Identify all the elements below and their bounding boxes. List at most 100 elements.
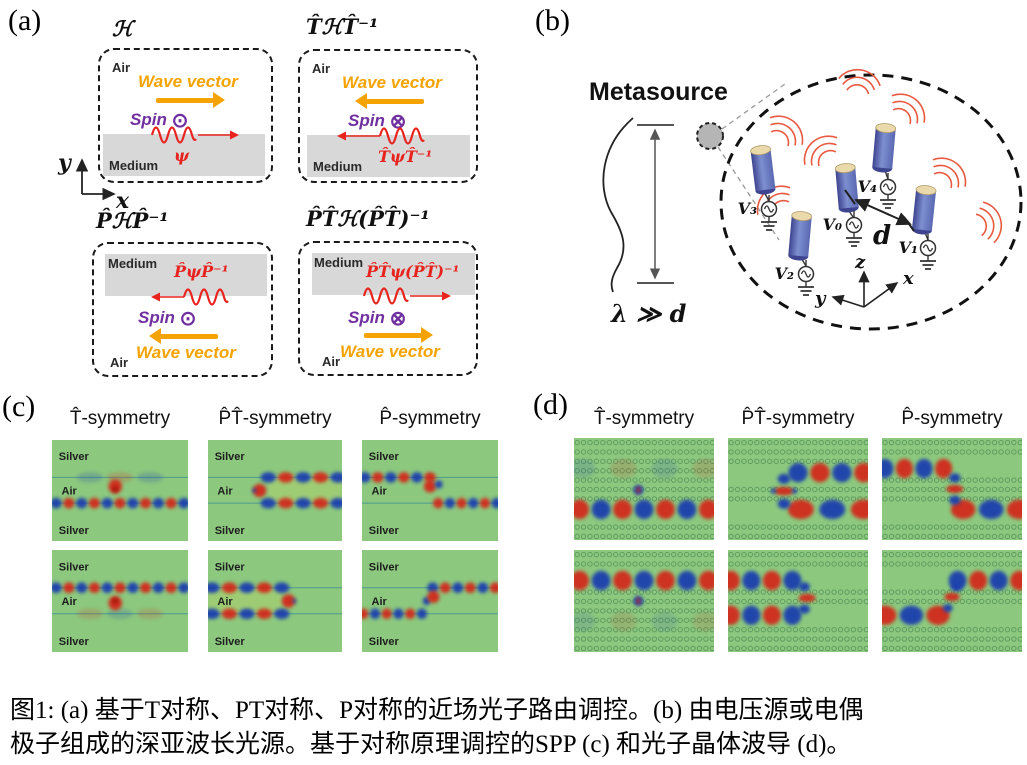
dipole-v0: V₀ <box>823 162 863 247</box>
medium-band <box>312 253 475 295</box>
radiation-arcs-icon <box>972 198 1007 247</box>
box-title-hamiltonian: ℋ <box>112 16 133 41</box>
panel-a-label: (a) <box>8 4 42 37</box>
header-t-symmetry: T̂-symmetry <box>69 408 171 429</box>
svg-text:Air: Air <box>217 596 233 608</box>
wave-vector-label: Wave vector <box>340 342 440 361</box>
field-wave-left-icon <box>337 127 425 145</box>
svg-text:Air: Air <box>217 486 233 498</box>
radiation-arcs-icon <box>796 127 845 174</box>
field-label: ψ <box>174 146 190 165</box>
wave-vector-arrow-right <box>364 327 433 342</box>
spp-simulation-t-forward: Silver Air Silver <box>50 440 190 541</box>
spin-label: Spin ⊙ <box>130 110 189 132</box>
box-title-p-transformed: P̂ℋP̂⁻¹ <box>96 208 169 233</box>
medium-region-label: Medium <box>108 256 158 271</box>
spp-simulation-pt-reverse: Silver Air Silver <box>204 550 342 652</box>
wave-vector-label: Wave vector <box>138 72 238 91</box>
symmetry-box-h: Air Wave vector Spin ⊙ ψ Medium <box>98 48 273 183</box>
medium-region-label: Medium <box>313 159 363 174</box>
distance-arrow <box>854 198 912 226</box>
svg-text:Silver: Silver <box>369 451 400 463</box>
spin-out-of-plane-icon: ⊙ <box>171 110 189 132</box>
panel-b-label: (b) <box>535 4 570 37</box>
voltage-source-label: V₃ <box>738 199 757 218</box>
medium-band <box>105 254 267 296</box>
dipole-v1: V₁ <box>899 184 937 270</box>
radiation-arcs-icon <box>836 65 884 97</box>
photonic-crystal-simulation-pt-forward <box>728 438 877 540</box>
wavelength-ticks <box>637 124 674 284</box>
photonic-crystal-simulation-t-forward <box>569 438 719 540</box>
metasource-zoom-circle <box>719 73 1023 331</box>
source-dot-icon <box>696 122 724 150</box>
metasource-diagram: Metasource λ ≫ d V₃ V <box>589 65 1023 331</box>
dipole-v4: V₄ <box>858 122 897 209</box>
radiation-arcs-icon <box>762 107 811 154</box>
air-region-label: Air <box>312 61 331 76</box>
xyz-axes-icon: z x y <box>814 252 914 309</box>
medium-band <box>307 135 470 177</box>
symmetry-box-pth: Medium P̂T̂ψ(P̂T̂)⁻¹ Spin ⊗ Wave vector … <box>298 241 478 376</box>
field-label: T̂ψT̂⁻¹ <box>378 147 433 166</box>
header-p-symmetry: P̂-symmetry <box>379 408 481 429</box>
medium-region-label: Medium <box>314 255 364 270</box>
spin-out-of-plane-icon: ⊙ <box>179 308 197 330</box>
radiation-arcs-icon <box>884 85 933 132</box>
symmetry-box-tht: Air Wave vector Spin ⊗ T̂ψT̂⁻¹ Medium <box>298 49 478 183</box>
wave-vector-arrow-left <box>355 93 424 108</box>
spp-simulation-p-reverse: Silver Air Silver <box>358 550 501 652</box>
dipole-v2: V₂ <box>775 210 815 296</box>
figure-caption-line-2: 极子组成的深亚波长光源。基于对称原理调控的SPP (c) 和光子晶体波导 (d)… <box>10 731 852 758</box>
svg-text:Silver: Silver <box>369 636 400 648</box>
field-wave-right-icon <box>362 287 451 305</box>
photonic-crystal-simulation-p-reverse <box>873 550 1027 652</box>
svg-text:Silver: Silver <box>59 561 90 573</box>
spin-into-plane-icon: ⊗ <box>389 111 407 133</box>
svg-text:Air: Air <box>62 596 78 608</box>
figure-caption-line-1: 图1: (a) 基于T对称、PT对称、P对称的近场光子路由调控。(b) 由电压源… <box>10 697 864 724</box>
svg-text:Silver: Silver <box>215 525 246 537</box>
svg-text:Silver: Silver <box>59 636 90 648</box>
header-t-symmetry: T̂-symmetry <box>593 408 695 429</box>
y-axis-label: y <box>57 150 73 176</box>
xy-axes-icon: y x <box>57 150 130 210</box>
medium-region-label: Medium <box>109 158 159 173</box>
header-pt-symmetry: P̂T̂-symmetry <box>218 408 332 429</box>
field-wave-right-icon <box>150 126 239 144</box>
voltage-source-label: V₂ <box>775 264 794 283</box>
panel-c-label: (c) <box>2 390 36 423</box>
voltage-source-label: V₁ <box>899 238 918 257</box>
photonic-crystal-simulation-pt-reverse <box>721 550 870 652</box>
spin-into-plane-icon: ⊗ <box>389 308 407 330</box>
wave-vector-arrow-left <box>149 328 218 343</box>
wavelength-envelope-curve <box>602 117 634 293</box>
zoom-connector-line <box>721 83 786 130</box>
svg-text:Silver: Silver <box>59 525 90 537</box>
symmetry-box-php: Medium P̂ψP̂⁻¹ Spin ⊙ Wave vector Air <box>92 242 273 377</box>
svg-text:Silver: Silver <box>215 451 246 463</box>
field-label: P̂T̂ψ(P̂T̂)⁻¹ <box>366 262 460 281</box>
svg-text:Silver: Silver <box>369 525 400 537</box>
air-region-label: Air <box>112 60 131 75</box>
spin-label: Spin ⊙ <box>138 308 197 330</box>
svg-text:Silver: Silver <box>215 561 246 573</box>
spp-simulation-pt-forward: Silver Air Silver <box>208 440 346 541</box>
svg-text:Silver: Silver <box>215 636 246 648</box>
x-axis-label: x <box>902 268 914 289</box>
air-region-label: Air <box>110 355 129 370</box>
box-title-t-transformed: T̂ℋT̂⁻¹ <box>306 14 379 39</box>
metasource-label: Metasource <box>589 78 728 106</box>
x-axis-label: x <box>115 188 130 210</box>
panel-d-label: (d) <box>533 388 568 421</box>
spp-simulation-p-forward: Silver Air Silver <box>358 440 502 541</box>
voltage-source-label: V₄ <box>858 177 877 196</box>
z-axis-label: z <box>854 252 866 273</box>
medium-band <box>103 134 265 176</box>
field-wave-left-icon <box>151 288 229 306</box>
spin-label: Spin ⊗ <box>348 308 407 330</box>
svg-text:Air: Air <box>372 486 388 498</box>
air-region-label: Air <box>322 354 341 369</box>
svg-text:Air: Air <box>372 596 388 608</box>
